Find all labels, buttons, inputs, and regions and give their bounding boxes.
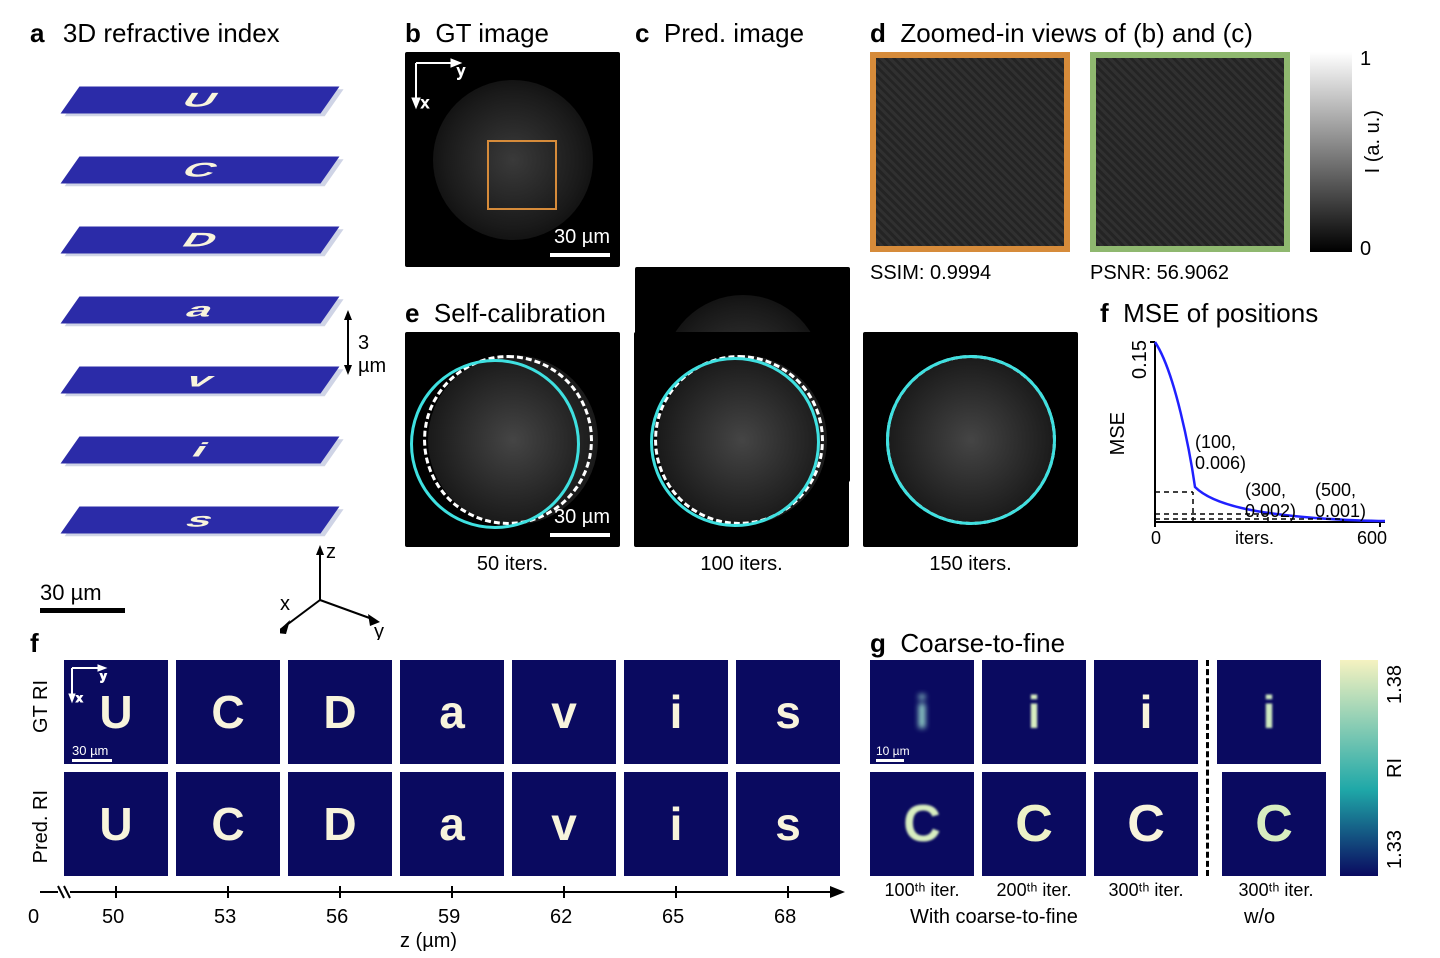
c2f-iters: 100ᵗʰ iter. 200ᵗʰ iter. 300ᵗʰ iter. 300ᵗ…	[870, 880, 1340, 901]
svg-text:x: x	[421, 95, 429, 112]
panel-c-label: c	[635, 18, 649, 48]
xyz-axes-icon: z y x	[280, 540, 400, 645]
gt-ri-row: U y x 30 µm C D a v i s	[64, 660, 840, 764]
iso-plane-D: D	[61, 227, 340, 254]
gt-image: y x 30 µm	[405, 52, 620, 267]
ssim-text: SSIM: 0.9994	[870, 262, 991, 285]
panel-f-chart-title: MSE of positions	[1123, 298, 1318, 328]
cb-max: 1	[1360, 48, 1371, 71]
ri-label: RI	[1384, 758, 1407, 778]
panel-e-label: e	[405, 298, 419, 328]
gt-ri-label: GT RI	[30, 680, 53, 733]
ri-min: 1.33	[1384, 830, 1407, 869]
psnr-text: PSNR: 56.9062	[1090, 262, 1229, 285]
cb-label: I (a. u.)	[1362, 110, 1385, 173]
pred-ri-row: U C D a v i s	[64, 772, 840, 876]
iso-plane-C: C	[61, 157, 340, 184]
panel-a-label: a	[30, 18, 44, 48]
panel-f-rows-label: f	[30, 628, 39, 658]
c2f-row-bottom: C C C C	[870, 772, 1326, 876]
panel-c-title: Pred. image	[664, 18, 804, 48]
mse-chart: MSE 0.15 0 600 iters. (100, 0.006) (300,…	[1115, 332, 1395, 557]
ri-max: 1.38	[1384, 665, 1407, 704]
svg-text:x: x	[76, 691, 83, 705]
z-spacing-marker: 3 µm	[340, 310, 400, 386]
svg-text:z: z	[326, 541, 336, 563]
cb-min: 0	[1360, 238, 1371, 261]
iso-plane-v: v	[61, 367, 340, 394]
panel-b-title: GT image	[435, 18, 549, 48]
pred-ri-label: Pred. RI	[30, 790, 53, 863]
c2f-group1: With coarse-to-fine	[910, 906, 1078, 929]
self-calibration-row: 30 µm 50 iters. 100 iters. 150 iters.	[405, 332, 1078, 576]
panel-d-label: d	[870, 18, 886, 48]
iso-plane-U: U	[61, 87, 340, 114]
ri-colorbar	[1340, 660, 1378, 876]
iso-plane-a: a	[61, 297, 340, 324]
zoom-right	[1090, 52, 1290, 252]
panel-a-3d-stack: U C D a v i s 3 µm	[40, 60, 380, 620]
panel-d-title: Zoomed-in views of (b) and (c)	[900, 18, 1253, 48]
svg-text:y: y	[100, 669, 107, 683]
panel-b-label: b	[405, 18, 421, 48]
panel-a-title: 3D refractive index	[63, 18, 280, 48]
panel-f-chart-label: f	[1100, 298, 1109, 328]
panel-a-scalebar: 30 µm	[40, 580, 125, 613]
panel-g-title: Coarse-to-fine	[900, 628, 1065, 658]
panel-e-title: Self-calibration	[434, 298, 606, 328]
iso-plane-s: s	[61, 507, 340, 534]
z-axis-label: z (µm)	[400, 930, 457, 953]
intensity-colorbar	[1310, 52, 1352, 252]
c2f-group2: w/o	[1244, 906, 1275, 929]
svg-text:x: x	[280, 593, 290, 615]
panel-g-label: g	[870, 628, 886, 658]
iso-plane-i: i	[61, 437, 340, 464]
zoom-left	[870, 52, 1070, 252]
svg-text:y: y	[457, 63, 465, 80]
svg-text:y: y	[374, 621, 384, 640]
